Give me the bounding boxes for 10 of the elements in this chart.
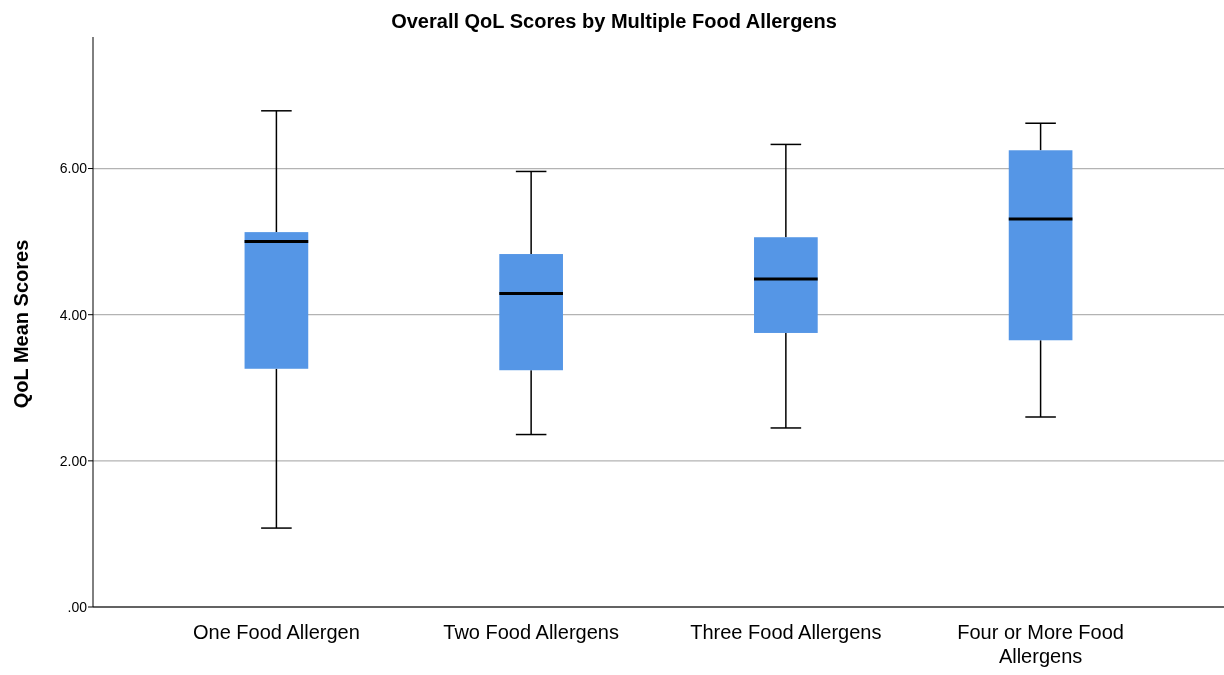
- y-axis-title: QoL Mean Scores: [10, 239, 32, 409]
- chart-title: Overall QoL Scores by Multiple Food Allergens: [391, 10, 837, 32]
- y-tick-label: .00: [67, 598, 88, 615]
- x-tick-label: Three Food Allergens: [690, 621, 882, 643]
- y-tick-label: 4.00: [59, 306, 88, 323]
- x-tick-label: Four or More Food Allergens: [957, 621, 1124, 667]
- y-tick-label: 2.00: [59, 452, 88, 469]
- x-tick-label: One Food Allergen: [193, 621, 360, 643]
- y-tick-label: 6.00: [59, 160, 88, 177]
- x-tick-label: Two Food Allergens: [443, 621, 619, 643]
